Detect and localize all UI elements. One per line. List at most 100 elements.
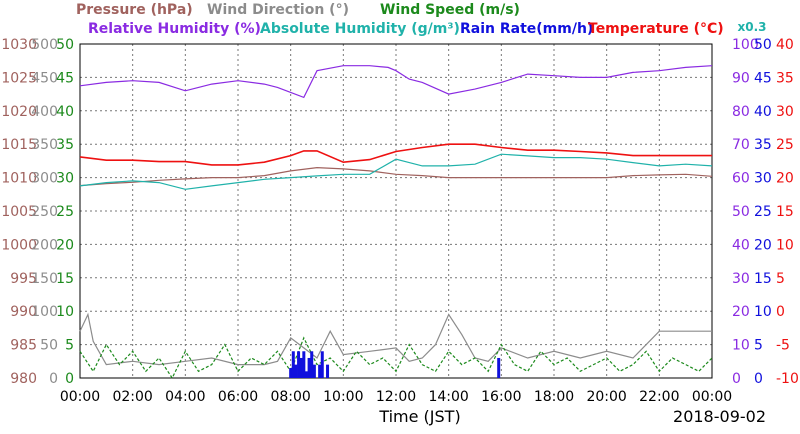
tick-label-rain-rate: 15 xyxy=(754,271,772,287)
x-tick-label: 00:00 xyxy=(692,389,732,405)
tick-label-wind-speed: 5 xyxy=(65,338,74,354)
x-tick-label: 20:00 xyxy=(586,389,626,405)
series-line-wind-direction xyxy=(79,312,712,366)
tick-label-pressure: 985 xyxy=(10,338,37,354)
tick-label-wind-speed: 50 xyxy=(56,37,74,53)
legend-item: Relative Humidity (%) xyxy=(88,21,261,37)
tick-label-pressure: 1005 xyxy=(1,204,37,220)
x-tick-label: 16:00 xyxy=(481,389,521,405)
tick-label-rain-rate: 20 xyxy=(754,237,772,253)
tick-label-temperature: 20 xyxy=(776,171,794,187)
tick-label-rain-rate: 40 xyxy=(754,104,772,120)
tick-label-pressure: 1020 xyxy=(1,104,37,120)
legend-item: Temperature (°C) xyxy=(588,21,724,37)
tick-label-temperature: 5 xyxy=(776,271,785,287)
rain-rate-bar xyxy=(294,364,298,378)
rain-rate-bar xyxy=(312,364,316,378)
tick-label-pressure: 980 xyxy=(10,371,37,387)
x-tick-label: 08:00 xyxy=(270,389,310,405)
rain-rate-bar xyxy=(497,357,501,378)
rain-rate-bar xyxy=(299,357,303,378)
tick-label-temperature: 40 xyxy=(776,37,794,53)
tick-label-temperature: -5 xyxy=(776,338,790,354)
x-tick-label: 02:00 xyxy=(112,389,152,405)
x-tick-label: 00:00 xyxy=(60,389,100,405)
x-tick-label: 12:00 xyxy=(376,389,416,405)
tick-label-wind-direction: 500 xyxy=(31,37,58,53)
legend-row-1: Pressure (hPa) Wind Direction (°) Wind Spe… xyxy=(76,2,520,18)
rain-rate-bar xyxy=(318,364,322,378)
tick-label-wind-direction: 200 xyxy=(31,237,58,253)
tick-label-wind-direction: 400 xyxy=(31,104,58,120)
tick-label-temperature: 0 xyxy=(776,304,785,320)
legend-row-2: Relative Humidity (%) Absolute Humidity (… xyxy=(88,20,767,37)
tick-label-relative-humidity: 60 xyxy=(732,171,750,187)
legend-item: Pressure (hPa) xyxy=(76,2,193,18)
tick-label-temperature: 10 xyxy=(776,237,794,253)
tick-label-wind-direction: 50 xyxy=(40,338,58,354)
tick-label-wind-direction: 0 xyxy=(49,371,58,387)
tick-label-relative-humidity: 70 xyxy=(732,137,750,153)
tick-label-wind-speed: 15 xyxy=(56,271,74,287)
x-tick-label: 18:00 xyxy=(534,389,574,405)
tick-label-wind-speed: 45 xyxy=(56,70,74,86)
tick-label-temperature: -10 xyxy=(776,371,799,387)
tick-label-wind-speed: 0 xyxy=(65,371,74,387)
tick-label-pressure: 1000 xyxy=(1,237,37,253)
tick-label-pressure: 1015 xyxy=(1,137,37,153)
tick-label-wind-speed: 40 xyxy=(56,104,74,120)
series-line-temperature xyxy=(79,143,712,166)
tick-label-temperature: 30 xyxy=(776,104,794,120)
tick-label-pressure: 1030 xyxy=(1,37,37,53)
date-label: 2018-09-02 xyxy=(673,407,766,426)
tick-label-temperature: 25 xyxy=(776,137,794,153)
series-lines xyxy=(79,65,713,380)
x-axis-label: Time (JST) xyxy=(378,407,460,426)
rain-rate-bar xyxy=(326,364,330,378)
tick-label-rain-rate: 30 xyxy=(754,171,772,187)
x-tick-label: 06:00 xyxy=(218,389,258,405)
tick-label-relative-humidity: 50 xyxy=(732,204,750,220)
series-line-absolute-humidity xyxy=(79,153,713,190)
tick-label-rain-rate: 5 xyxy=(754,338,763,354)
tick-label-pressure: 995 xyxy=(10,271,37,287)
rain-rate-bar xyxy=(307,357,311,378)
legend-item: Rain Rate(mm/h) xyxy=(460,21,593,37)
tick-label-pressure: 1025 xyxy=(1,70,37,86)
x-tick-label: 14:00 xyxy=(428,389,468,405)
tick-label-rain-rate: 10 xyxy=(754,304,772,320)
legend-item: Absolute Humidity (g/m³) xyxy=(260,21,460,37)
tick-label-temperature: 15 xyxy=(776,204,794,220)
tick-label-pressure: 990 xyxy=(10,304,37,320)
rain-rate-bar xyxy=(297,351,301,378)
tick-label-rain-rate: 50 xyxy=(754,37,772,53)
tick-label-rain-rate: 45 xyxy=(754,70,772,86)
tick-label-pressure: 1010 xyxy=(1,171,37,187)
series-line-relative-humidity xyxy=(79,65,713,99)
tick-label-wind-direction: 150 xyxy=(31,271,58,287)
x-tick-label: 04:00 xyxy=(165,389,205,405)
tick-label-wind-speed: 25 xyxy=(56,204,74,220)
legend-item: Wind Speed (m/s) xyxy=(380,2,520,18)
tick-label-relative-humidity: 0 xyxy=(732,371,741,387)
tick-label-temperature: 35 xyxy=(776,70,794,86)
tick-label-wind-direction: 350 xyxy=(31,137,58,153)
tick-label-relative-humidity: 80 xyxy=(732,104,750,120)
series-line-pressure xyxy=(79,166,713,187)
tick-label-wind-speed: 10 xyxy=(56,304,74,320)
legend-item: Wind Direction (°) xyxy=(207,2,349,18)
axis-tick-labels: 1030102510201015101010051000995990985980… xyxy=(1,37,799,387)
tick-label-relative-humidity: 20 xyxy=(732,304,750,320)
rain-rate-bar xyxy=(320,351,324,378)
rain-rate-bar xyxy=(291,351,295,378)
tick-label-rain-rate: 35 xyxy=(754,137,772,153)
rain-rate-bar xyxy=(302,351,306,378)
tick-label-wind-speed: 20 xyxy=(56,237,74,253)
tick-label-relative-humidity: 100 xyxy=(732,37,759,53)
grid-lines xyxy=(80,44,712,378)
rain-rate-bar xyxy=(304,371,308,378)
legend-extra: x0.3 xyxy=(738,20,767,34)
series-line-wind-speed xyxy=(79,336,713,380)
tick-label-wind-direction: 250 xyxy=(31,204,58,220)
